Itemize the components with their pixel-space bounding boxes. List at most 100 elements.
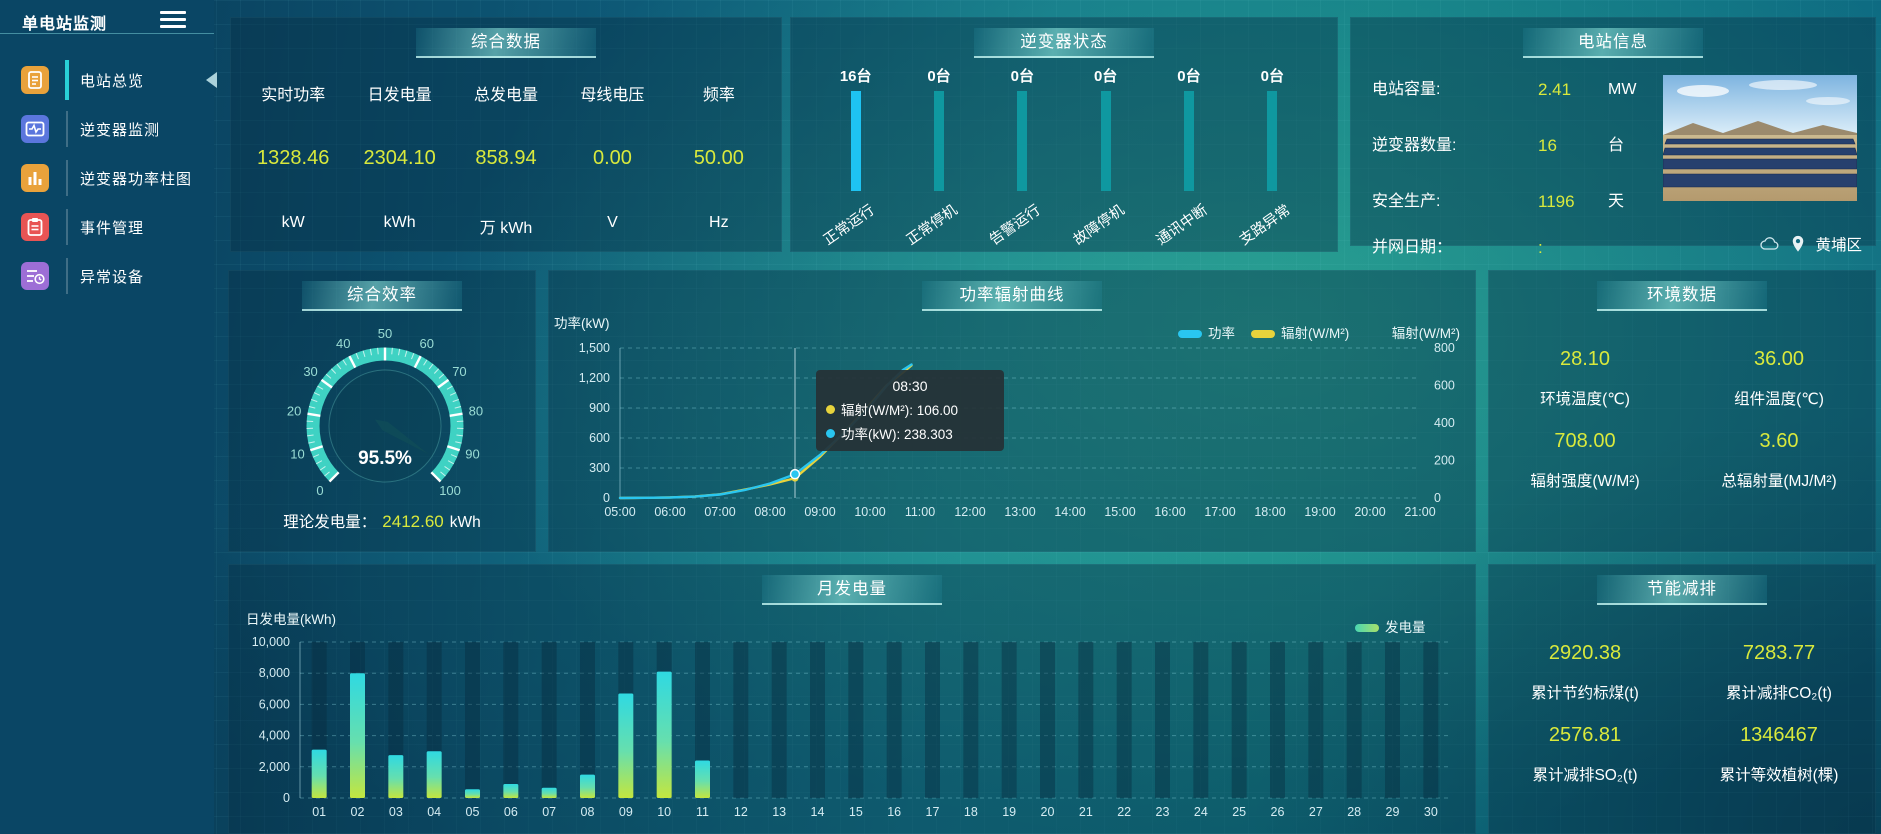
svg-text:40: 40 (336, 336, 350, 351)
svg-text:0: 0 (316, 483, 323, 498)
legend-item-1[interactable]: 辐射(W/M²) (1251, 322, 1349, 342)
inverter-status-chart[interactable]: 16台 正常运行 0台 正常停机 0台 告警运行 0台 故障停机 0台 通讯中断 0台 支路异常 (814, 57, 1314, 252)
overview-metrics: 实时功率 1328.46 kW 日发电量 2304.10 kWh 总发电量 858.94 万 k… (240, 63, 772, 242)
svg-text:05:00: 05:00 (604, 505, 635, 519)
svg-text:8,000: 8,000 (259, 666, 290, 680)
legend-swatch (1251, 330, 1275, 339)
cell-value: 36.00 (1753, 348, 1805, 370)
legend-swatch (1178, 330, 1202, 339)
panel-station-info-title: 电站信息 (1523, 28, 1703, 58)
panel-efficiency-title: 综合效率 (302, 281, 462, 311)
svg-text:14: 14 (811, 805, 825, 819)
theoretical-energy-label: 理论发电量： (283, 514, 377, 531)
location-name: 黄埔区 (1815, 237, 1862, 254)
saving-grid-cell-2: 2576.81 累计减排SO₂(t) (1488, 724, 1682, 785)
cell-value: 708.00 (1554, 430, 1616, 452)
hamburger-menu-icon[interactable] (160, 11, 186, 29)
info-row-1: 逆变器数量: 16 台 (1350, 133, 1876, 159)
chart-tooltip: 08:30 辐射(W/M²): 106.00 功率(kW): 238.303 (816, 370, 1004, 451)
svg-text:23: 23 (1156, 805, 1170, 819)
svg-text:24: 24 (1194, 805, 1208, 819)
item-divider (66, 258, 68, 294)
status-count: 0台 (1177, 68, 1201, 85)
weather-cloud-icon (1760, 237, 1779, 250)
svg-text:29: 29 (1386, 805, 1400, 819)
sidebar-item-2[interactable]: 逆变器功率柱图 (0, 154, 214, 202)
bar-02 (350, 673, 365, 798)
svg-text:90: 90 (465, 446, 479, 461)
svg-text:01: 01 (312, 805, 326, 819)
panel-power-curve: 功率辐射曲线 功率(kW) 辐射(W/M²) 功率 辐射(W/M²) 1,500 1… (548, 270, 1476, 552)
bar-07 (541, 787, 557, 798)
info-unit: 天 (1608, 193, 1625, 210)
metric-unit: kWh (383, 214, 416, 231)
sidebar-item-3[interactable]: 事件管理 (0, 203, 214, 251)
item-divider (66, 160, 68, 196)
status-col-0: 16台正常运行 (814, 57, 897, 252)
sidebar-item-0[interactable]: 电站总览 (0, 56, 214, 104)
svg-text:200: 200 (1434, 454, 1455, 468)
panel-monthly-energy: 月发电量 日发电量(kWh) 发电量 10,000 8,000 6,000 4,000… (228, 564, 1476, 834)
metric-unit: V (607, 214, 618, 231)
svg-text:03: 03 (389, 805, 403, 819)
info-unit: 台 (1608, 137, 1625, 154)
status-count: 16台 (839, 68, 872, 85)
efficiency-gauge-chart[interactable]: 0 10 20 30 40 50 60 70 80 90 100 (228, 270, 536, 552)
monitor-icon (21, 115, 49, 143)
svg-text:25: 25 (1232, 805, 1246, 819)
power-curve-legend[interactable]: 功率 辐射(W/M²) (1178, 322, 1349, 342)
svg-text:09:00: 09:00 (804, 505, 835, 519)
info-value: : (1538, 238, 1543, 257)
svg-text:19:00: 19:00 (1304, 505, 1335, 519)
svg-text:11:00: 11:00 (905, 505, 935, 519)
panel-inverter-status: 逆变器状态 16台 正常运行 0台 正常停机 0台 告警运行 0台 故障停机 0台 通讯中断 0台支… (790, 17, 1338, 252)
status-bar (1017, 91, 1028, 191)
cell-label: 累计减排CO₂(t) (1726, 685, 1832, 702)
svg-text:15: 15 (849, 805, 863, 819)
svg-text:18: 18 (964, 805, 978, 819)
svg-text:300: 300 (589, 461, 610, 475)
svg-text:30: 30 (1424, 805, 1438, 819)
monthly-energy-chart[interactable]: 10,000 8,000 6,000 4,000 2,000 0 01 02 03 04 05 06 0… (228, 564, 1476, 834)
info-label: 并网日期： (1372, 239, 1453, 256)
sidebar-item-label: 逆变器功率柱图 (80, 171, 193, 188)
status-label: 正常运行 (820, 202, 878, 249)
info-value: 16 (1538, 136, 1557, 155)
svg-text:600: 600 (589, 431, 610, 445)
svg-text:80: 80 (469, 404, 483, 419)
collapse-panel-arrow-icon[interactable] (206, 72, 217, 88)
svg-text:20: 20 (1041, 805, 1055, 819)
svg-text:04: 04 (427, 805, 441, 819)
gauge-ticks (306, 347, 464, 483)
monthly-energy-legend[interactable]: 发电量 (1355, 616, 1426, 636)
bar-09 (618, 693, 634, 798)
legend-swatch (1355, 624, 1379, 633)
status-count: 0台 (1093, 68, 1118, 85)
cell-value: 7283.77 (1742, 642, 1816, 664)
bar-11 (695, 760, 710, 798)
legend-item-0[interactable]: 功率 (1178, 322, 1235, 342)
status-col-5: 0台 支路异常 (1231, 57, 1314, 252)
left-axis-title: 功率(kW) (554, 316, 610, 331)
metric-label: 母线电压 (580, 87, 645, 104)
saving-grid-cell-0: 2920.38 累计节约标煤(t) (1488, 642, 1682, 703)
svg-text:19: 19 (1002, 805, 1016, 819)
panel-saving: 节能减排 2920.38 累计节约标煤(t) 7283.77 累计减排CO₂(t) 25… (1488, 564, 1876, 834)
bars[interactable] (311, 671, 710, 798)
svg-text:13: 13 (772, 805, 786, 819)
metric-4: 频率 50.00 Hz (666, 63, 772, 242)
metric-0: 实时功率 1328.46 kW (240, 63, 346, 242)
svg-text:18:00: 18:00 (1254, 505, 1285, 519)
svg-text:21:00: 21:00 (1404, 505, 1435, 519)
legend-item-0[interactable]: 发电量 (1355, 616, 1426, 636)
status-bar (1183, 91, 1194, 191)
item-divider (66, 209, 68, 245)
bar-chart-icon (21, 164, 49, 192)
env-grid-cell-1: 36.00 组件温度(℃) (1682, 348, 1876, 409)
location-badge[interactable]: 黄埔区 (1759, 233, 1862, 255)
sidebar-item-4[interactable]: 异常设备 (0, 252, 214, 300)
sidebar-item-1[interactable]: 逆变器监测 (0, 105, 214, 153)
panel-environment: 环境数据 28.10 环境温度(℃) 36.00 组件温度(℃) 708.00 辐射强度(… (1488, 270, 1876, 552)
bar-05 (465, 789, 480, 798)
